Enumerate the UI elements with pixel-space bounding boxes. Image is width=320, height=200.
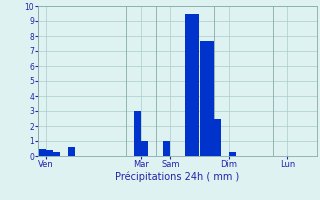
Bar bbox=[134, 111, 141, 156]
X-axis label: Précipitations 24h ( mm ): Précipitations 24h ( mm ) bbox=[116, 172, 240, 182]
Bar bbox=[46, 150, 53, 156]
Bar bbox=[185, 14, 192, 156]
Bar bbox=[207, 40, 214, 156]
Bar bbox=[141, 141, 148, 156]
Bar bbox=[39, 148, 45, 156]
Bar bbox=[192, 14, 199, 156]
Bar bbox=[214, 118, 221, 156]
Bar bbox=[229, 152, 236, 156]
Bar bbox=[200, 40, 207, 156]
Bar bbox=[68, 147, 75, 156]
Bar bbox=[163, 141, 170, 156]
Bar bbox=[53, 152, 60, 156]
